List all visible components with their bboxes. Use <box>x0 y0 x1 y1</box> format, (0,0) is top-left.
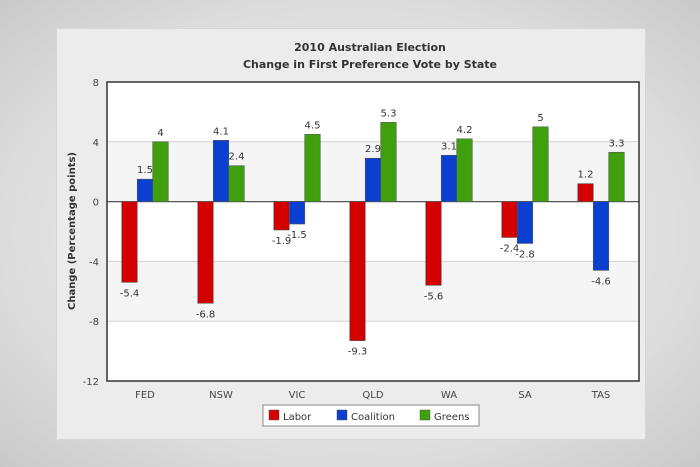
data-label: -4.6 <box>591 276 611 287</box>
x-tick-label: TAS <box>591 390 611 401</box>
bar-coalition-sa[interactable] <box>516 201 534 244</box>
bar-coalition-qld[interactable] <box>364 157 382 202</box>
plot-area <box>107 82 639 381</box>
y-tick-labels: 8 4 0 -4 -8 -12 <box>83 78 99 388</box>
bar-greens-wa[interactable] <box>456 138 473 202</box>
data-label: -1.9 <box>272 236 292 247</box>
bars <box>121 122 625 341</box>
data-label: -5.4 <box>120 288 140 299</box>
data-label: 4 <box>157 128 163 139</box>
data-label: 4.1 <box>213 126 229 137</box>
bar-labor-vic[interactable] <box>273 201 290 231</box>
x-tick-label: NSW <box>209 390 233 401</box>
x-tick-label: FED <box>135 390 155 401</box>
data-label: 4.5 <box>305 120 321 131</box>
legend-swatch-coalition <box>336 409 348 421</box>
x-tick-label: VIC <box>289 390 306 401</box>
bar-greens-fed[interactable] <box>152 141 169 202</box>
data-label: 5.3 <box>381 108 397 119</box>
bar-greens-tas[interactable] <box>608 151 625 202</box>
legend-label-greens: Greens <box>434 412 470 423</box>
bar-coalition-nsw[interactable] <box>212 140 230 202</box>
data-label: 1.2 <box>578 170 594 181</box>
data-label: -1.5 <box>287 230 307 241</box>
x-tick-labels: FED NSW VIC QLD WA SA TAS <box>135 390 610 401</box>
bar-labor-fed[interactable] <box>121 201 138 283</box>
y-tick-label: 0 <box>93 198 99 209</box>
bar-labor-sa[interactable] <box>501 201 518 238</box>
data-label: 3.1 <box>441 141 457 152</box>
bar-greens-vic[interactable] <box>304 134 321 202</box>
bar-labor-qld[interactable] <box>349 201 366 341</box>
plot-bands <box>107 141 639 322</box>
y-tick-label: -8 <box>89 317 99 328</box>
x-tick-label: QLD <box>362 390 383 401</box>
chart-title: 2010 Australian Election <box>294 41 446 54</box>
bar-labor-tas[interactable] <box>577 183 594 202</box>
data-label: -9.3 <box>348 347 368 358</box>
data-label: 2.4 <box>229 152 245 163</box>
data-label: -5.6 <box>424 291 444 302</box>
legend[interactable]: Labor Coalition Greens <box>262 404 480 427</box>
data-labels: -5.4 1.5 4 -6.8 4.1 2.4 -1.9-1.5 4.5 -9.3 2.9 5.3 -… <box>120 108 625 357</box>
data-label: 3.3 <box>609 138 625 149</box>
legend-swatch-greens <box>419 409 431 421</box>
bar-coalition-fed[interactable] <box>136 178 154 202</box>
bar-coalition-vic[interactable] <box>288 201 306 225</box>
data-label: 2.9 <box>365 144 381 155</box>
data-label: 4.2 <box>457 125 473 136</box>
y-tick-label: 8 <box>93 78 99 89</box>
bar-greens-qld[interactable] <box>380 122 397 202</box>
data-label: 5 <box>537 113 543 124</box>
y-tick-label: -4 <box>89 257 99 268</box>
chart-svg: 2010 Australian Election Change in First… <box>67 41 640 427</box>
bar-coalition-tas[interactable] <box>592 201 610 271</box>
bar-greens-sa[interactable] <box>532 126 549 202</box>
y-tick-label: -12 <box>83 377 99 388</box>
data-label: -2.8 <box>515 249 535 260</box>
bar-labor-nsw[interactable] <box>197 201 214 304</box>
chart-panel: 2010 Australian Election Change in First… <box>56 28 646 440</box>
bar-labor-wa[interactable] <box>425 201 442 286</box>
legend-swatch-labor <box>268 409 280 421</box>
data-label: 1.5 <box>137 165 153 176</box>
chart-subtitle: Change in First Preference Vote by State <box>243 58 497 71</box>
x-tick-label: SA <box>518 390 532 401</box>
bar-coalition-wa[interactable] <box>440 154 458 202</box>
y-axis-label: Change (Percentage points) <box>67 152 78 310</box>
plot-band <box>107 261 639 322</box>
x-tick-label: WA <box>441 390 457 401</box>
plot-border <box>106 81 640 382</box>
legend-label-labor: Labor <box>283 412 312 423</box>
data-label: -2.4 <box>500 243 520 254</box>
data-label: -6.8 <box>196 309 216 320</box>
y-tick-label: 4 <box>93 138 99 149</box>
legend-label-coalition: Coalition <box>351 412 395 423</box>
bar-greens-nsw[interactable] <box>228 165 245 202</box>
